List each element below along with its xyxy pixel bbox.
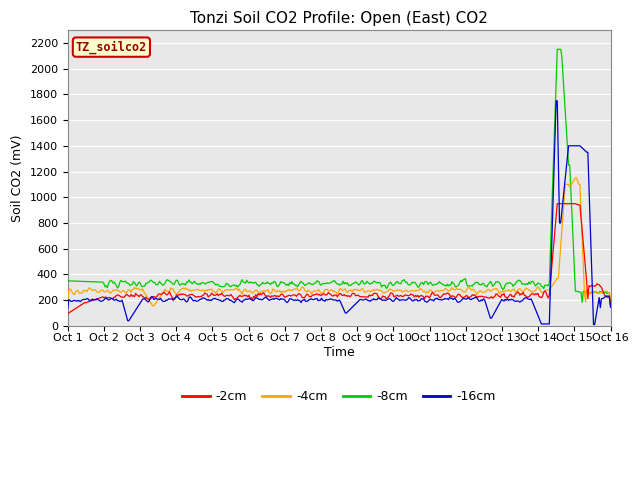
- X-axis label: Time: Time: [324, 346, 355, 359]
- Y-axis label: Soil CO2 (mV): Soil CO2 (mV): [11, 134, 24, 222]
- Legend: -2cm, -4cm, -8cm, -16cm: -2cm, -4cm, -8cm, -16cm: [177, 385, 501, 408]
- Title: Tonzi Soil CO2 Profile: Open (East) CO2: Tonzi Soil CO2 Profile: Open (East) CO2: [190, 11, 488, 26]
- Text: TZ_soilco2: TZ_soilco2: [76, 40, 147, 54]
